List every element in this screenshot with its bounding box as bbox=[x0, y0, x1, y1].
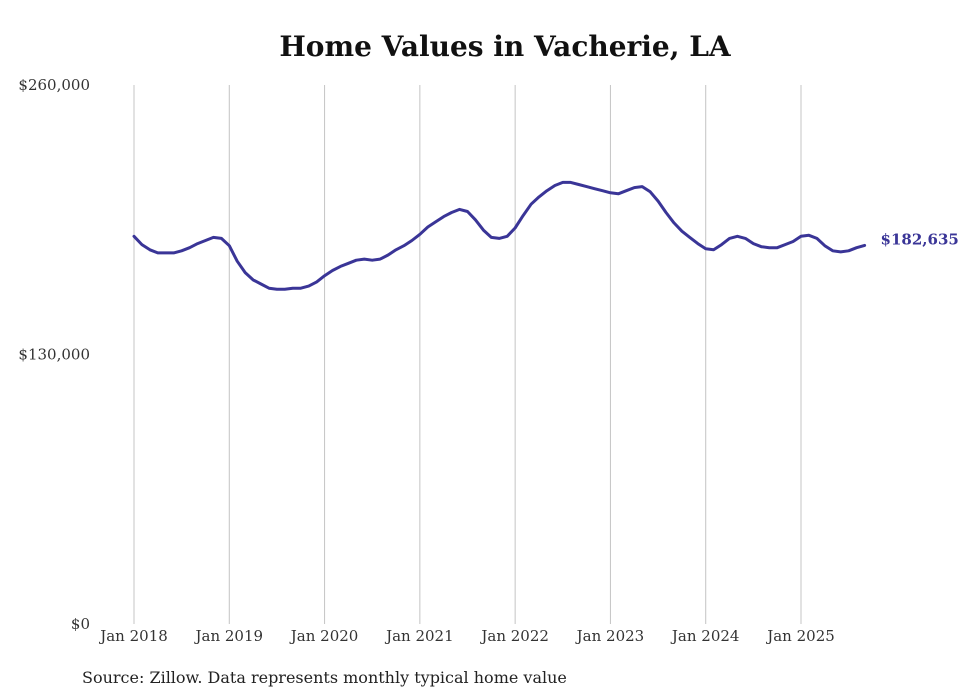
x-tick-label: Jan 2018 bbox=[98, 627, 168, 645]
y-tick-label: $0 bbox=[71, 615, 90, 633]
x-axis: Jan 2018 Jan 2019 Jan 2020 Jan 2021 Jan 2022… bbox=[98, 627, 835, 645]
x-tick-label: Jan 2025 bbox=[765, 627, 835, 645]
x-tick-label: Jan 2019 bbox=[194, 627, 264, 645]
gridlines bbox=[133, 85, 802, 624]
source-note: Source: Zillow. Data represents monthly … bbox=[82, 668, 567, 687]
x-tick-label: Jan 2024 bbox=[670, 627, 740, 645]
series-line bbox=[132, 180, 867, 291]
x-tick-label: Jan 2023 bbox=[575, 627, 645, 645]
y-tick-label: $260,000 bbox=[18, 76, 90, 94]
chart-title: Home Values in Vacherie, LA bbox=[279, 30, 731, 63]
end-value-label: $182,635 bbox=[881, 230, 959, 248]
x-tick-label: Jan 2020 bbox=[289, 627, 359, 645]
y-tick-label: $130,000 bbox=[18, 346, 90, 364]
x-tick-label: Jan 2021 bbox=[384, 627, 454, 645]
x-tick-label: Jan 2022 bbox=[479, 627, 549, 645]
series-layer: $182,635 bbox=[132, 180, 959, 291]
y-axis: $0 $130,000 $260,000 bbox=[18, 76, 90, 633]
